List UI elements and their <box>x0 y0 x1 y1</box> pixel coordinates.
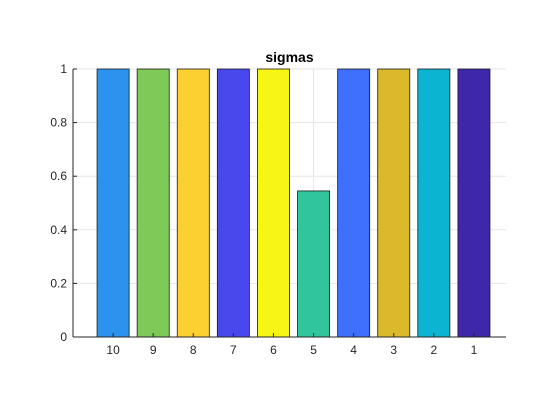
bar-10 <box>96 68 130 338</box>
bar-6 <box>257 68 290 338</box>
bar-1 <box>457 68 491 338</box>
x-tick-label: 6 <box>270 343 277 357</box>
y-tick-label: 0.8 <box>50 116 67 130</box>
bar-8 <box>176 68 210 338</box>
x-tick-label: 3 <box>390 343 397 357</box>
y-tick-label: 0.2 <box>50 276 67 290</box>
bar-3 <box>377 68 411 338</box>
tick-labels: 0 0.2 0.4 0.6 0.8 1 10 9 8 7 6 5 4 3 2 1 <box>50 62 477 357</box>
x-tick-label: 4 <box>350 343 357 357</box>
bar-5 <box>297 190 330 338</box>
axes <box>72 68 506 338</box>
bars <box>96 68 491 338</box>
y-tick-label: 0.4 <box>50 223 67 237</box>
y-tick-label: 0 <box>60 330 67 344</box>
x-tick-label: 7 <box>230 343 237 357</box>
x-tick-label: 9 <box>150 343 157 357</box>
x-tick-label: 1 <box>471 343 478 357</box>
x-tick-label: 8 <box>190 343 197 357</box>
bar-4 <box>337 68 371 338</box>
bar-7 <box>216 68 250 338</box>
y-tick-label: 1 <box>60 62 67 76</box>
x-tick-label: 10 <box>106 343 120 357</box>
chart-title: sigmas <box>265 49 313 65</box>
x-tick-label: 5 <box>310 343 317 357</box>
y-tick-label: 0.6 <box>50 169 67 183</box>
x-tick-label: 2 <box>430 343 437 357</box>
bar-9 <box>136 68 170 338</box>
bar-2 <box>417 68 451 338</box>
